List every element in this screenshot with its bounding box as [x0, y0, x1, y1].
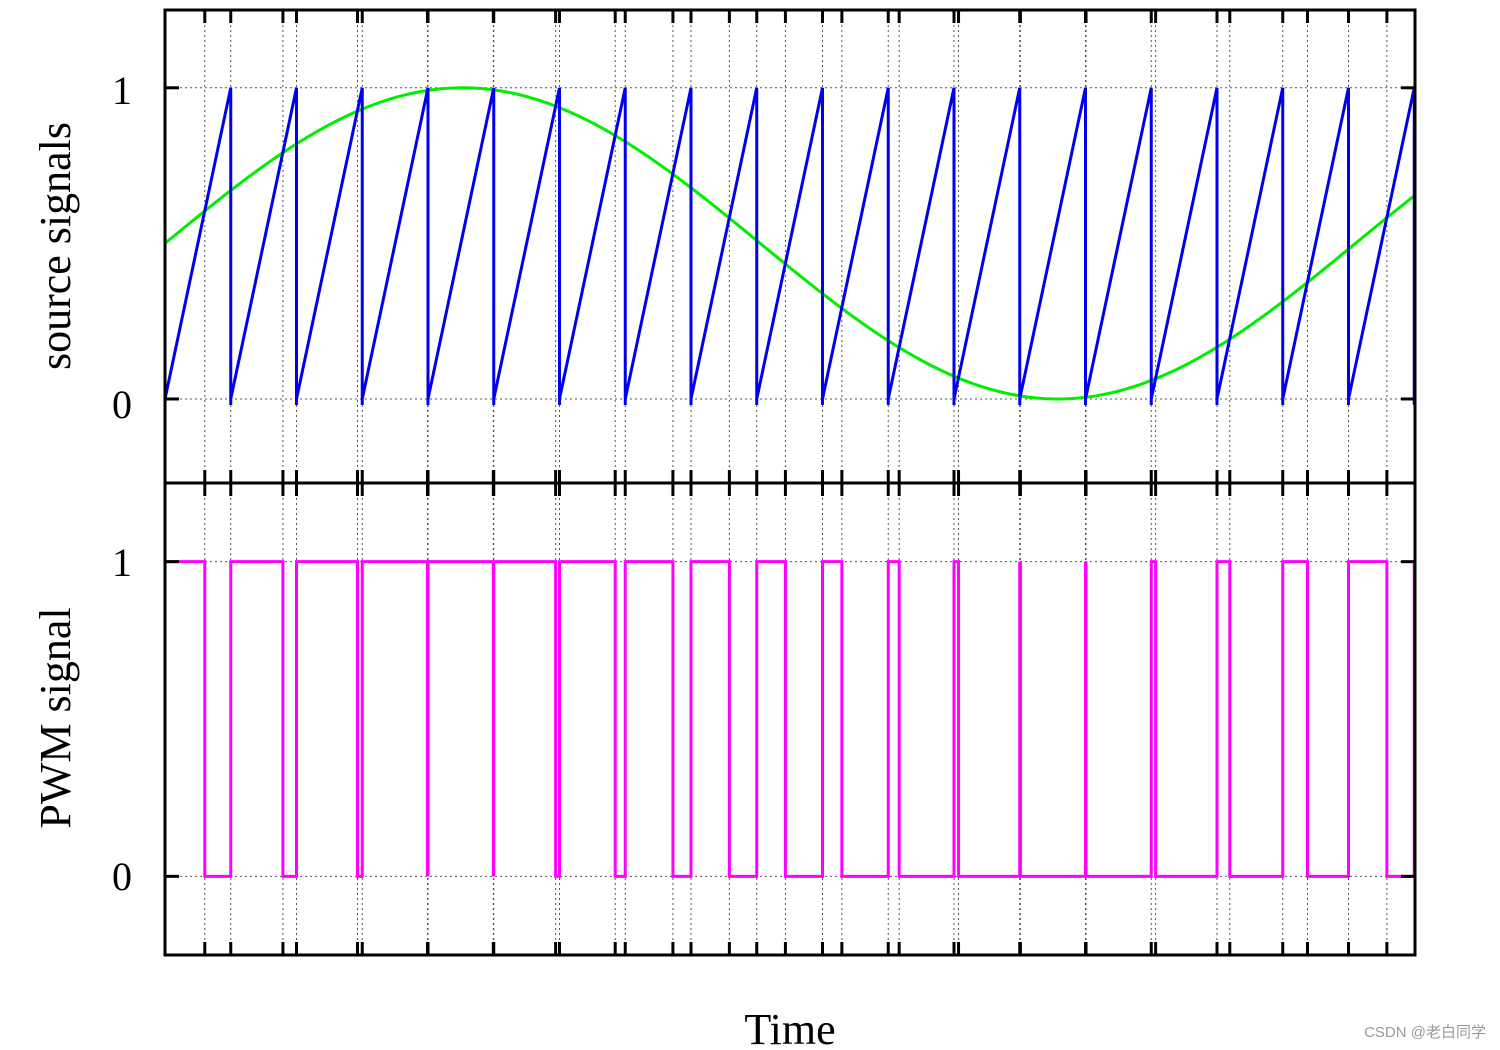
series-line-reference	[164, 86, 1416, 401]
top-ylabel: source signals	[31, 122, 80, 370]
grid-bottom	[165, 483, 1415, 955]
watermark: CSDN @老白同学	[1364, 1024, 1486, 1041]
series-line-pwm	[164, 560, 1416, 878]
x-axis-label: Time	[744, 1005, 835, 1050]
top-ytick-label-0: 0	[112, 382, 132, 427]
top-ytick-label-1: 1	[112, 68, 132, 113]
series-bottom	[164, 560, 1416, 878]
bottom-ytick-label-0: 0	[112, 854, 132, 899]
plot-frame-bottom	[163, 481, 1417, 957]
ticks	[165, 10, 1415, 955]
series-top	[163, 86, 1417, 405]
bottom-ylabel: PWM signal	[31, 607, 80, 828]
bottom-ytick-label-1: 1	[112, 540, 132, 585]
series-line-carrier	[163, 87, 1417, 405]
